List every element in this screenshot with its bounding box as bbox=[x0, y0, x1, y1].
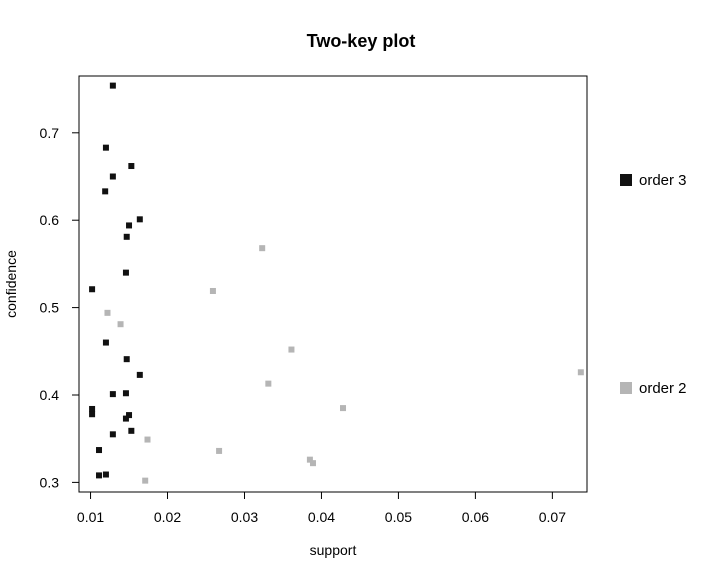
x-tick-label: 0.02 bbox=[154, 509, 181, 525]
point-order-3 bbox=[136, 216, 143, 223]
y-axis: 0.3 0.4 0.5 0.6 0.7 bbox=[40, 125, 80, 490]
point-order-3 bbox=[123, 356, 130, 363]
point-order-2 bbox=[340, 405, 347, 412]
point-order-2 bbox=[265, 380, 272, 387]
y-tick-label: 0.6 bbox=[40, 212, 60, 228]
point-order-3 bbox=[102, 339, 109, 346]
x-tick-label: 0.03 bbox=[231, 509, 258, 525]
point-order-3 bbox=[89, 411, 96, 418]
point-order-3 bbox=[123, 233, 130, 240]
point-order-2 bbox=[259, 245, 266, 252]
x-tick-label: 0.04 bbox=[308, 509, 335, 525]
chart-title: Two-key plot bbox=[307, 31, 416, 51]
legend-swatch-order-3 bbox=[620, 174, 632, 186]
point-order-3 bbox=[122, 269, 129, 276]
point-order-2 bbox=[209, 287, 216, 294]
point-order-2 bbox=[142, 477, 149, 484]
legend-label-order-2: order 2 bbox=[639, 380, 687, 397]
point-order-3 bbox=[128, 427, 135, 434]
point-order-3 bbox=[109, 391, 116, 398]
plot-area bbox=[78, 75, 588, 493]
point-order-3 bbox=[128, 163, 135, 170]
point-order-3 bbox=[96, 472, 103, 479]
y-tick-label: 0.5 bbox=[40, 300, 60, 316]
point-order-3 bbox=[109, 82, 116, 89]
legend: order 3 order 2 bbox=[620, 172, 687, 397]
data-points bbox=[89, 82, 584, 484]
legend-label-order-3: order 3 bbox=[639, 172, 687, 189]
point-order-3 bbox=[96, 447, 103, 454]
x-tick-label: 0.05 bbox=[385, 509, 412, 525]
point-order-3 bbox=[102, 144, 109, 151]
x-axis-label: support bbox=[310, 542, 357, 558]
point-order-3 bbox=[89, 286, 96, 293]
point-order-2 bbox=[309, 460, 316, 467]
point-order-2 bbox=[288, 346, 295, 353]
point-order-3 bbox=[122, 390, 129, 397]
point-order-3 bbox=[122, 415, 129, 422]
point-order-3 bbox=[102, 471, 109, 478]
point-order-3 bbox=[126, 412, 133, 419]
point-order-2 bbox=[577, 369, 584, 376]
y-axis-label: confidence bbox=[3, 250, 19, 318]
point-order-2 bbox=[117, 321, 124, 328]
legend-swatch-order-2 bbox=[620, 382, 632, 394]
x-tick-label: 0.01 bbox=[77, 509, 104, 525]
y-tick-label: 0.4 bbox=[40, 387, 60, 403]
x-tick-label: 0.07 bbox=[539, 509, 566, 525]
point-order-3 bbox=[102, 188, 109, 195]
point-order-2 bbox=[104, 309, 111, 316]
x-tick-label: 0.06 bbox=[462, 509, 489, 525]
y-tick-label: 0.7 bbox=[40, 125, 60, 141]
point-order-3 bbox=[136, 371, 143, 378]
point-order-3 bbox=[126, 222, 133, 229]
point-order-2 bbox=[306, 456, 313, 463]
y-tick-label: 0.3 bbox=[40, 474, 60, 490]
point-order-3 bbox=[89, 405, 96, 412]
point-order-3 bbox=[109, 173, 116, 180]
point-order-2 bbox=[216, 447, 223, 454]
point-order-2 bbox=[144, 436, 151, 443]
x-axis: 0.01 0.02 0.03 0.04 0.05 0.06 0.07 bbox=[77, 491, 566, 525]
point-order-3 bbox=[109, 431, 116, 438]
